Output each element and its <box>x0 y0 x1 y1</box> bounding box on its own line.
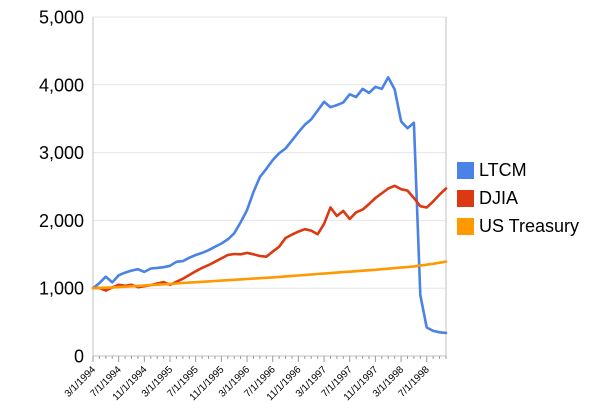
us-treasury-line <box>91 260 448 290</box>
legend-label-us-treasury: US Treasury <box>479 216 580 236</box>
y-axis-label: 3,000 <box>39 143 84 163</box>
ltcm-line <box>91 76 448 335</box>
legend-item-ltcm: LTCM <box>457 160 579 180</box>
legend-label-djia: DJIA <box>479 188 519 208</box>
y-axis-label: 5,000 <box>39 8 84 28</box>
legend-item-djia: DJIA <box>457 188 579 208</box>
djia-line <box>91 184 448 292</box>
chart-legend: LTCM DJIA US Treasury <box>457 160 580 236</box>
legend-item-us-treasury: US Treasury <box>457 216 580 236</box>
y-axis-label: 0 <box>74 347 84 367</box>
legend-swatch-us-treasury <box>457 218 474 235</box>
legend-label-ltcm: LTCM <box>479 160 527 180</box>
legend-swatch-djia <box>457 190 474 207</box>
y-axis-label: 4,000 <box>39 75 84 95</box>
y-axis-label: 1,000 <box>39 279 84 299</box>
legend-swatch-ltcm <box>457 162 474 179</box>
y-axis-label: 2,000 <box>39 211 84 231</box>
